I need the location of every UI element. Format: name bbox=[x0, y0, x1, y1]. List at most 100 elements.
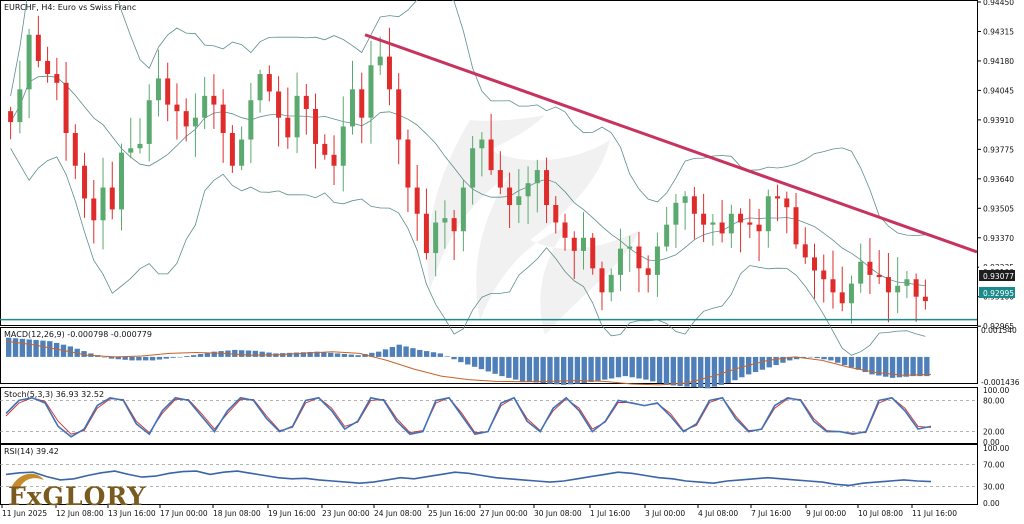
candle-body bbox=[155, 78, 161, 101]
y-tick-label: 0.93640 bbox=[983, 175, 1014, 184]
y-tick-label: 0.93775 bbox=[983, 145, 1014, 154]
candle-body bbox=[534, 170, 540, 184]
macd-histogram-bar bbox=[615, 356, 622, 378]
macd-histogram-bar bbox=[396, 344, 402, 357]
macd-histogram-bar bbox=[6, 337, 12, 357]
candle-body bbox=[848, 283, 854, 304]
candle-body bbox=[460, 187, 466, 232]
x-axis-labels: 11 Jun 2025 12 Jun 08:00 13 Jun 16:00 17 Ju… bbox=[1, 505, 957, 518]
macd-histogram-bar bbox=[149, 356, 156, 361]
macd-histogram-bar bbox=[232, 349, 238, 357]
macd-histogram-bar bbox=[622, 356, 629, 377]
x-tick-label: 11 Jun 2025 bbox=[2, 509, 47, 518]
macd-histogram-bar bbox=[663, 356, 670, 385]
rsi-layer bbox=[0, 464, 977, 487]
macd-histogram-bar bbox=[554, 356, 560, 385]
macd-histogram-bar bbox=[376, 351, 382, 357]
candle-body bbox=[109, 187, 115, 210]
candle-body bbox=[368, 65, 374, 118]
x-tick-label: 19 Jun 16:00 bbox=[268, 509, 316, 518]
candle-body bbox=[285, 117, 291, 138]
macd-histogram-bar bbox=[896, 356, 903, 378]
resistance-trendline bbox=[364, 33, 978, 254]
candle-body bbox=[922, 296, 928, 302]
support-price-text: 0.92995 bbox=[983, 289, 1014, 298]
macd-histogram-bar bbox=[26, 339, 32, 357]
macd-histogram-bar bbox=[211, 351, 217, 357]
macd-histogram-bar bbox=[410, 348, 416, 357]
macd-histogram-bar bbox=[821, 356, 827, 360]
macd-histogram-bar bbox=[924, 356, 930, 377]
y-tick-label: 0.92965 bbox=[983, 322, 1014, 331]
candle-body bbox=[553, 205, 559, 223]
x-tick-label: 10 Jul 08:00 bbox=[858, 509, 903, 518]
candle-body bbox=[895, 285, 901, 293]
x-tick-label: 17 Jun 00:00 bbox=[160, 509, 208, 518]
candle-body bbox=[294, 95, 300, 138]
macd-histogram-bar bbox=[19, 338, 26, 357]
candle-body bbox=[812, 257, 817, 271]
logo-text: FxGLORY bbox=[8, 482, 146, 511]
macd-histogram-bar bbox=[629, 356, 635, 378]
current-price-text: 0.93077 bbox=[983, 272, 1014, 281]
candle-body bbox=[433, 222, 439, 254]
logo-swirl-icon bbox=[12, 473, 44, 490]
macd-histogram-bar bbox=[691, 356, 697, 388]
macd-title: MACD(12,26,9) -0.000798 -0.000779 bbox=[4, 330, 152, 339]
macd-histogram-bar bbox=[698, 356, 704, 388]
macd-histogram-bar bbox=[47, 341, 53, 357]
candle-body bbox=[423, 213, 429, 254]
macd-histogram-bar bbox=[869, 356, 875, 375]
rsi-tick-label: 0.00 bbox=[983, 499, 1000, 508]
y-tick-label: 0.93505 bbox=[983, 204, 1014, 213]
macd-histogram-bar bbox=[423, 351, 430, 357]
macd-histogram-bar bbox=[841, 356, 848, 366]
candle-body bbox=[701, 213, 707, 225]
candle-body bbox=[885, 277, 891, 293]
candle-body bbox=[229, 132, 235, 166]
candle-body bbox=[802, 244, 808, 258]
macd-histogram-bar bbox=[807, 356, 814, 358]
candle-body bbox=[775, 196, 781, 199]
candle-body bbox=[691, 196, 697, 214]
candle-body bbox=[654, 246, 660, 275]
candle-body bbox=[710, 222, 716, 225]
macd-histogram-bar bbox=[574, 356, 581, 384]
candle-body bbox=[63, 82, 69, 133]
candle-body bbox=[821, 270, 827, 280]
macd-histogram-bar bbox=[252, 350, 259, 357]
macd-histogram-bar bbox=[314, 351, 320, 357]
macd-histogram-bar bbox=[115, 356, 121, 360]
stoch-tick-label: 0.00 bbox=[983, 438, 1000, 447]
candle-body bbox=[414, 187, 420, 214]
candle-body bbox=[266, 74, 272, 92]
macd-histogram-bar bbox=[108, 356, 115, 359]
macd-histogram-bar bbox=[430, 352, 437, 357]
stochastic-layer bbox=[0, 396, 977, 438]
rsi-tick-label: 100.00 bbox=[983, 444, 1009, 453]
candle-body bbox=[26, 34, 32, 90]
macd-histogram-bar bbox=[889, 356, 896, 378]
candle-body bbox=[54, 74, 60, 83]
candle-body bbox=[673, 202, 679, 225]
candle-body bbox=[571, 237, 577, 251]
macd-histogram-bar bbox=[53, 342, 60, 357]
macd-signal-line bbox=[5, 340, 932, 386]
macd-histogram-bar bbox=[321, 352, 327, 357]
fxglory-logo: FxGLORY bbox=[8, 473, 146, 511]
candle-body bbox=[322, 143, 328, 155]
rsi-pane bbox=[0, 444, 978, 505]
candle-body bbox=[904, 279, 910, 286]
candle-body bbox=[405, 139, 411, 188]
macd-histogram-bar bbox=[773, 356, 779, 366]
macd-histogram-bar bbox=[718, 356, 724, 385]
candle-body bbox=[738, 213, 744, 223]
candle-body bbox=[830, 279, 836, 293]
macd-histogram-bar bbox=[855, 356, 861, 370]
candle-body bbox=[627, 246, 633, 249]
y-tick-label: 0.94045 bbox=[983, 86, 1014, 95]
macd-histogram-bar bbox=[204, 352, 211, 357]
macd-histogram-bar bbox=[129, 356, 135, 361]
candle-body bbox=[488, 139, 494, 171]
candle-body bbox=[839, 292, 845, 304]
